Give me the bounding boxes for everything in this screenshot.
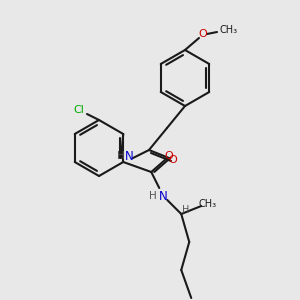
- Text: CH₃: CH₃: [219, 25, 237, 35]
- Text: O: O: [165, 151, 174, 161]
- Text: H: H: [182, 205, 189, 215]
- Text: H: H: [149, 191, 157, 201]
- Text: Cl: Cl: [74, 105, 84, 115]
- Text: O: O: [169, 155, 177, 165]
- Text: H: H: [117, 151, 125, 161]
- Text: N: N: [159, 190, 168, 202]
- Text: CH₃: CH₃: [198, 199, 216, 209]
- Text: N: N: [124, 149, 134, 163]
- Text: O: O: [199, 29, 207, 39]
